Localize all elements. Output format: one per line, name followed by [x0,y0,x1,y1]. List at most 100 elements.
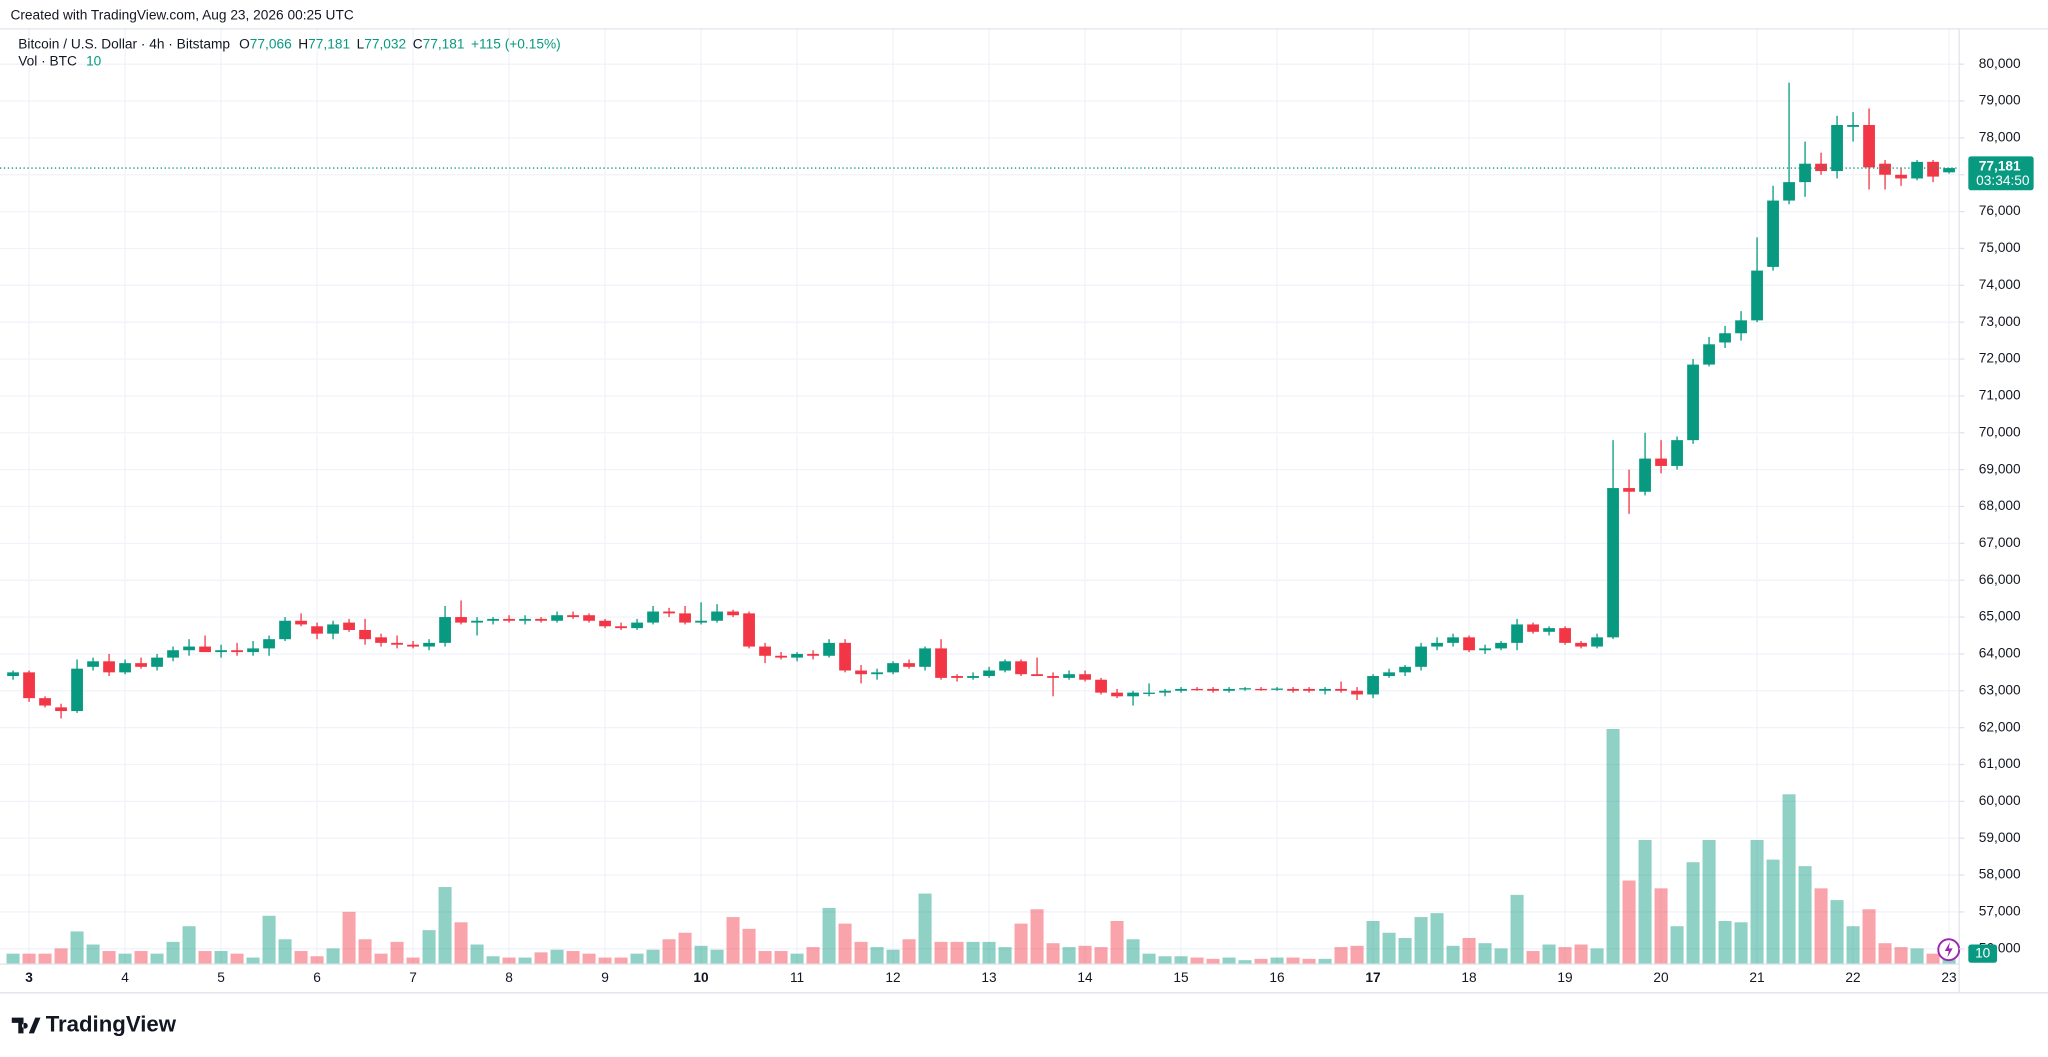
candle-body [1703,344,1715,365]
candle-body [1895,174,1907,179]
volume-bar [86,944,100,965]
x-tick-label: 15 [1173,970,1189,985]
volume-bar [1430,913,1444,965]
candle-body [471,620,483,623]
y-tick-label: 59,000 [1979,830,2021,845]
legend-change: +115 (+0.15%) [471,36,561,51]
candle-body [1463,637,1475,651]
legend-key: C [413,36,423,51]
candle-body [1639,458,1651,492]
candle-body [743,613,755,647]
price-tag-value: 77,181 [1979,158,2021,173]
candle-body [183,646,195,651]
candle-body [951,676,963,678]
volume-bar [358,939,372,965]
candle-body [1015,661,1027,675]
volume-bar [1638,840,1652,965]
candle-body [439,617,451,643]
candle-body [1527,624,1539,632]
x-tick-label: 7 [409,970,417,985]
volume-bar [102,951,116,965]
candle-body [215,650,227,653]
y-tick-label: 64,000 [1979,646,2021,661]
legend-volume: Vol · BTC 10 [18,53,101,68]
x-tick-label: 5 [217,970,225,985]
x-tick-label: 14 [1077,970,1093,985]
volume-bar [1558,947,1572,965]
candle-body [935,648,947,678]
grid [0,28,1960,965]
candle-body [87,661,99,667]
candle-body [727,611,739,616]
candle-body [1095,679,1107,693]
candle-body [1367,676,1379,695]
candle-body [1831,124,1843,172]
volume-bar [1174,956,1188,965]
candle-body [1143,692,1155,694]
x-tick-label: 9 [601,970,609,985]
candle-body [359,629,371,640]
volume-bar [1254,958,1268,965]
candle-body [1191,688,1203,691]
x-tick-label: 10 [693,970,709,985]
x-tick-label: 4 [121,970,129,985]
candle-body [759,646,771,656]
candle-body [903,663,915,667]
volume-bar [1046,943,1060,965]
x-tick-label: 8 [505,970,513,985]
volume-bar [1766,859,1780,965]
candle-body [455,617,467,623]
candle-body [391,642,403,645]
x-tick-label: 6 [313,970,321,985]
candle-body [775,655,787,658]
candle-body [1543,628,1555,632]
candle-body [23,672,35,699]
volume-bar [470,944,484,965]
candle-body [1671,440,1683,466]
candle-body [1207,688,1219,691]
volume-bar [582,953,596,965]
candle-body [1607,488,1619,638]
logo-text: TradingView [46,1011,177,1036]
candle-body [503,618,515,621]
volume-bar [374,953,388,965]
candle-body [711,611,723,621]
volume-bar [1734,922,1748,965]
volume-bar [1334,947,1348,965]
header: Created with TradingView.com, Aug 23, 20… [10,7,353,22]
volume-bar [1654,888,1668,965]
volume-bar [294,951,308,965]
y-tick-label: 80,000 [1979,56,2021,71]
volume-bar [486,956,500,965]
legend-value: 77,181 [423,36,465,51]
volume-bar [1126,939,1140,965]
volume-bar [1606,728,1620,965]
candle-body [1479,648,1491,651]
x-tick-label: 3 [25,970,33,985]
candle-body [1911,161,1923,179]
legend-value: 77,066 [250,36,292,51]
volume-bar [1302,958,1316,965]
volume-bar [182,926,196,965]
candle-body [1719,333,1731,343]
candle-body [919,648,931,667]
x-tick-label: 22 [1845,970,1860,985]
volume-bar [310,956,324,965]
candle-body [1815,163,1827,172]
volume-bar [854,941,868,965]
candle-body [1575,642,1587,647]
volume-bar [1782,794,1796,965]
volume-bar [1382,932,1396,965]
volume-bar [1686,862,1700,965]
candle-body [1655,458,1667,466]
volume-bar [246,957,260,965]
volume-bar [1094,947,1108,965]
volume-pane [6,728,1956,965]
candle-body [1319,688,1331,691]
volume-bar [38,953,52,965]
legend-key: H [298,36,308,51]
candle-body [119,663,131,673]
volume-tag [1968,944,1998,963]
y-tick-label: 67,000 [1979,535,2021,550]
